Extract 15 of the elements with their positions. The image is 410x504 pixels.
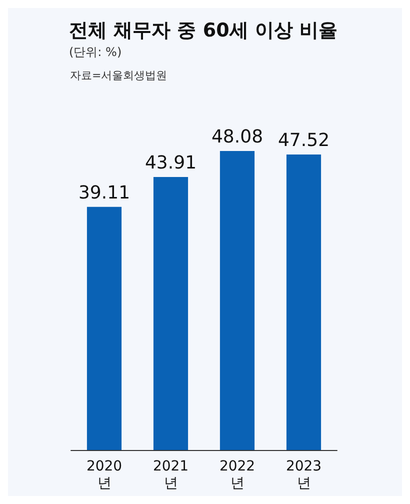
data-label: 39.11 — [78, 182, 130, 204]
bar — [286, 154, 322, 450]
bar — [86, 206, 122, 450]
chart-title: 전체 채무자 중 60세 이상 비율 — [69, 20, 338, 42]
chart-subtitle: (단위: %) — [69, 45, 122, 59]
data-label: 48.08 — [211, 126, 264, 148]
data-label: 43.91 — [144, 152, 197, 174]
x-tick-label: 2020 년 — [86, 458, 122, 492]
bar — [220, 151, 255, 450]
x-tick-label: 2021 년 — [152, 458, 189, 492]
x-tick-label: 2022 년 — [219, 458, 256, 492]
bar — [153, 176, 188, 450]
x-tick-label: 2023 년 — [286, 458, 322, 492]
data-label: 47.52 — [278, 130, 330, 152]
text: 자료=서울회생법원 — [70, 69, 168, 82]
